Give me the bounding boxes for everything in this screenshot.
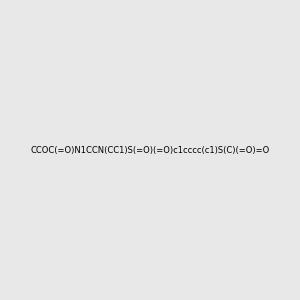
Text: CCOC(=O)N1CCN(CC1)S(=O)(=O)c1cccc(c1)S(C)(=O)=O: CCOC(=O)N1CCN(CC1)S(=O)(=O)c1cccc(c1)S(C… [30,146,270,154]
